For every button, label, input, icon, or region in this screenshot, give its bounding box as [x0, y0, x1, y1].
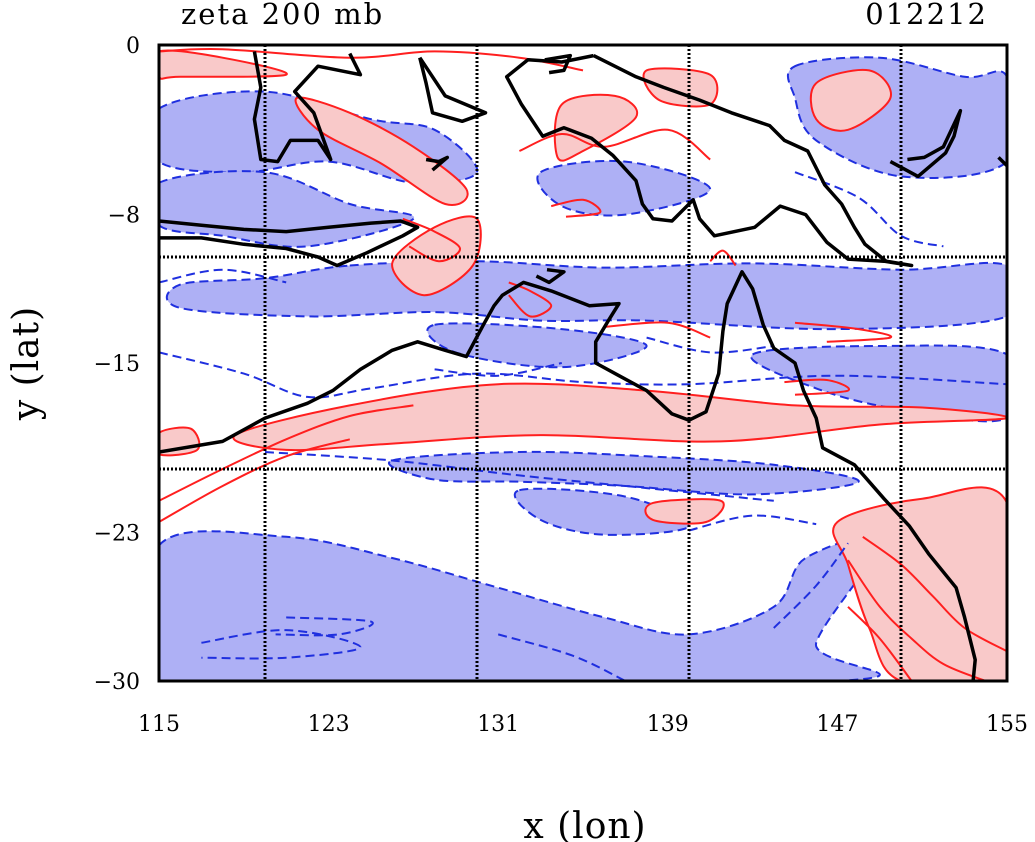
- positive-vorticity-contour: [159, 47, 584, 72]
- negative-vorticity-region: [750, 344, 1007, 423]
- positive-vorticity-region: [232, 382, 1007, 452]
- y-tick-labels: 0 −8 −15 −23 −30: [94, 34, 140, 695]
- x-tick-label: 155: [986, 712, 1028, 737]
- coastline: [504, 53, 914, 268]
- negative-vorticity-region: [165, 260, 1007, 331]
- negative-vorticity-contour: [688, 514, 817, 532]
- coastline: [544, 53, 573, 75]
- coastline: [418, 56, 488, 124]
- coastline-contours: [159, 51, 1007, 681]
- positive-vorticity-contour: [604, 321, 711, 339]
- coastline: [252, 51, 363, 164]
- positive-vorticity-contour: [159, 438, 351, 523]
- x-tick-label: 131: [477, 712, 519, 737]
- positive-vorticity-region: [809, 68, 892, 132]
- positive-vorticity-region: [644, 498, 725, 525]
- positive-vorticity-contour: [784, 378, 851, 396]
- negative-vorticity-contour: [201, 629, 362, 660]
- negative-vorticity-contour: [646, 336, 774, 354]
- x-tick-label: 123: [308, 712, 350, 737]
- positive-vorticity-contour: [159, 404, 414, 502]
- positive-vorticity-contour: [402, 217, 461, 263]
- positive-vorticity-contour: [847, 559, 987, 681]
- y-axis-label: y (lat): [6, 306, 47, 421]
- y-tick-label: −15: [94, 352, 140, 377]
- y-tick-label: −8: [108, 204, 140, 229]
- negative-vorticity-contour: [773, 542, 849, 629]
- chart-title: zeta 200 mb: [181, 0, 384, 31]
- chart-date-stamp: 012212: [865, 0, 988, 31]
- negative-vorticity-contour: [497, 633, 626, 681]
- positive-vorticity-contour: [847, 606, 913, 681]
- negative-vorticity-region: [388, 450, 860, 496]
- coastline: [535, 267, 566, 285]
- x-axis-label: x (lon): [523, 806, 646, 842]
- negative-vorticity-region: [513, 487, 691, 536]
- x-tick-label: 139: [647, 712, 689, 737]
- positive-vorticity-contour: [550, 198, 602, 218]
- coastline: [425, 155, 450, 172]
- y-tick-label: −23: [94, 522, 140, 547]
- negative-vorticity-contour: [159, 268, 287, 284]
- positive-vorticity-contour: [862, 535, 1007, 653]
- lat-lon-gridlines: [159, 45, 1007, 681]
- x-tick-label: 115: [138, 712, 180, 737]
- x-tick-label: 147: [816, 712, 858, 737]
- positive-vorticity-region: [553, 93, 639, 162]
- negative-vorticity-contour: [159, 351, 1007, 399]
- negative-vorticity-contour: [264, 451, 774, 502]
- positive-vorticity-contour: [794, 321, 893, 343]
- coastline: [159, 270, 977, 681]
- plot-frame: [157, 43, 1009, 683]
- x-tick-labels: 115 123 131 139 147 155: [138, 712, 1028, 737]
- positive-vorticity-region: [294, 96, 469, 206]
- positive-vorticity-region: [159, 49, 288, 80]
- y-tick-label: 0: [126, 34, 140, 59]
- negative-vorticity-fill: [159, 56, 1007, 681]
- negative-vorticity-contour: [434, 362, 562, 377]
- negative-vorticity-region: [159, 530, 881, 681]
- negative-vorticity-contour: [275, 616, 374, 637]
- coastline: [889, 108, 963, 179]
- plot-area: [159, 45, 1007, 681]
- y-tick-label: −30: [94, 670, 140, 695]
- positive-vorticity-contour: [508, 281, 553, 318]
